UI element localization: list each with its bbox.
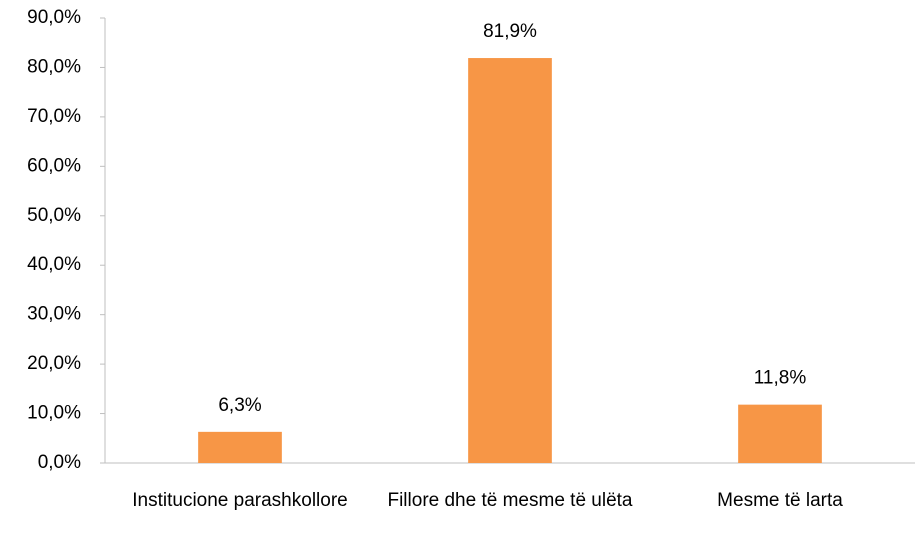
y-tick-label: 0,0% — [38, 452, 81, 473]
x-tick-label: Institucione parashkollore — [132, 490, 347, 511]
y-tick-label: 60,0% — [27, 155, 81, 176]
data-label: 11,8% — [754, 368, 807, 389]
y-tick-label: 70,0% — [27, 106, 81, 127]
bar — [198, 431, 282, 463]
y-tick-label: 30,0% — [27, 304, 81, 325]
bar — [738, 404, 822, 463]
bar — [468, 58, 552, 464]
y-tick-label: 50,0% — [27, 205, 81, 226]
x-tick-label: Fillore dhe të mesme të ulëta — [387, 490, 632, 511]
data-label: 6,3% — [218, 395, 261, 416]
y-tick-label: 40,0% — [27, 254, 81, 275]
y-tick-label: 10,0% — [27, 403, 81, 424]
data-label: 81,9% — [483, 21, 537, 42]
y-tick-label: 80,0% — [27, 56, 81, 77]
y-tick-label: 20,0% — [27, 353, 81, 374]
y-tick-label: 90,0% — [27, 7, 81, 28]
x-tick-label: Mesme të larta — [717, 490, 843, 511]
